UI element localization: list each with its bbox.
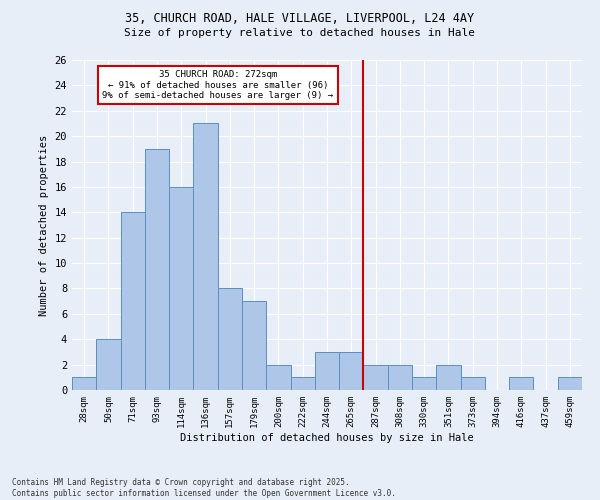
Text: 35 CHURCH ROAD: 272sqm
← 91% of detached houses are smaller (96)
9% of semi-deta: 35 CHURCH ROAD: 272sqm ← 91% of detached…	[102, 70, 333, 100]
Bar	[461, 378, 485, 390]
Bar	[412, 378, 436, 390]
Bar	[145, 149, 169, 390]
Bar	[218, 288, 242, 390]
Text: Size of property relative to detached houses in Hale: Size of property relative to detached ho…	[125, 28, 476, 38]
X-axis label: Distribution of detached houses by size in Hale: Distribution of detached houses by size …	[180, 432, 474, 442]
Bar	[72, 378, 96, 390]
Bar	[266, 364, 290, 390]
Y-axis label: Number of detached properties: Number of detached properties	[39, 134, 49, 316]
Text: Contains HM Land Registry data © Crown copyright and database right 2025.
Contai: Contains HM Land Registry data © Crown c…	[12, 478, 396, 498]
Bar	[388, 364, 412, 390]
Bar	[121, 212, 145, 390]
Bar	[242, 301, 266, 390]
Text: 35, CHURCH ROAD, HALE VILLAGE, LIVERPOOL, L24 4AY: 35, CHURCH ROAD, HALE VILLAGE, LIVERPOOL…	[125, 12, 475, 26]
Bar	[436, 364, 461, 390]
Bar	[290, 378, 315, 390]
Bar	[558, 378, 582, 390]
Bar	[193, 124, 218, 390]
Bar	[339, 352, 364, 390]
Bar	[169, 187, 193, 390]
Bar	[315, 352, 339, 390]
Bar	[96, 339, 121, 390]
Bar	[509, 378, 533, 390]
Bar	[364, 364, 388, 390]
